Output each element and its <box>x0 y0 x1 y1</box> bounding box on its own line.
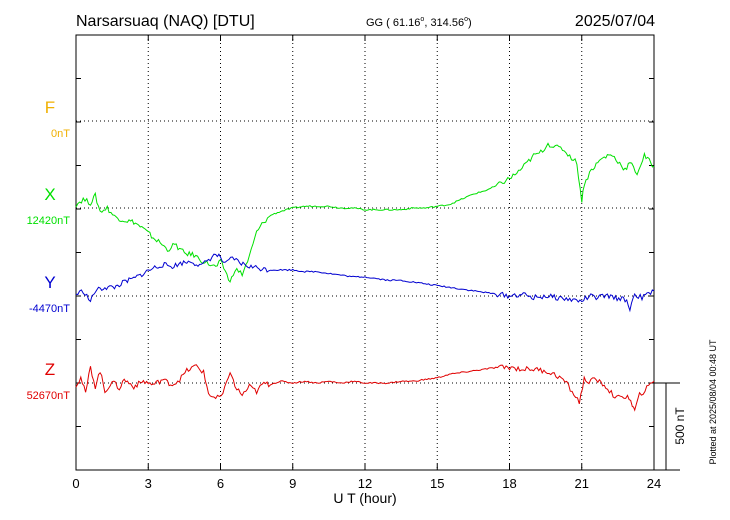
degree-mark: o <box>420 16 424 23</box>
component-name-x: X <box>44 185 55 204</box>
x-tick-label: 18 <box>502 476 516 491</box>
baseline-label-z: 52670nT <box>27 390 71 402</box>
series-line-y <box>75 253 655 313</box>
plot-frame <box>75 34 655 471</box>
component-name-y: Y <box>44 273 55 292</box>
baseline-label-f: 0nT <box>51 128 70 140</box>
x-tick-label: 9 <box>289 476 296 491</box>
scale-bar: 500 nT <box>654 382 687 471</box>
scale-bar-label: 500 nT <box>673 407 687 445</box>
series-layer <box>75 142 655 412</box>
component-labels: F 0nT X 12420nT Y -4470nT Z 52670nT <box>27 98 71 402</box>
component-name-z: Z <box>45 360 55 379</box>
series-line-x <box>75 142 655 283</box>
station-title: Narsarsuaq (NAQ) [DTU] <box>76 13 255 30</box>
x-tick-label: 12 <box>358 476 372 491</box>
baseline-label-x: 12420nT <box>27 215 71 227</box>
axis-ticks: 0 3 6 9 12 15 18 21 24 <box>72 35 661 491</box>
series-line-z <box>75 364 655 412</box>
component-name-f: F <box>45 98 55 117</box>
x-tick-label: 21 <box>575 476 589 491</box>
coordinates-label: GG ( 61.16o, 314.56o) <box>366 16 472 29</box>
plotted-at-note: Plotted at 2025/08/04 00:48 UT <box>708 339 718 465</box>
degree-mark: o <box>464 16 468 23</box>
x-tick-label: 6 <box>217 476 224 491</box>
baseline-label-y: -4470nT <box>29 303 70 315</box>
date-label: 2025/07/04 <box>575 13 655 30</box>
x-axis-label: U T (hour) <box>333 490 396 506</box>
x-tick-label: 3 <box>145 476 152 491</box>
x-tick-label: 24 <box>647 476 661 491</box>
x-tick-label: 15 <box>430 476 444 491</box>
grid <box>76 35 654 470</box>
x-tick-label: 0 <box>72 476 79 491</box>
